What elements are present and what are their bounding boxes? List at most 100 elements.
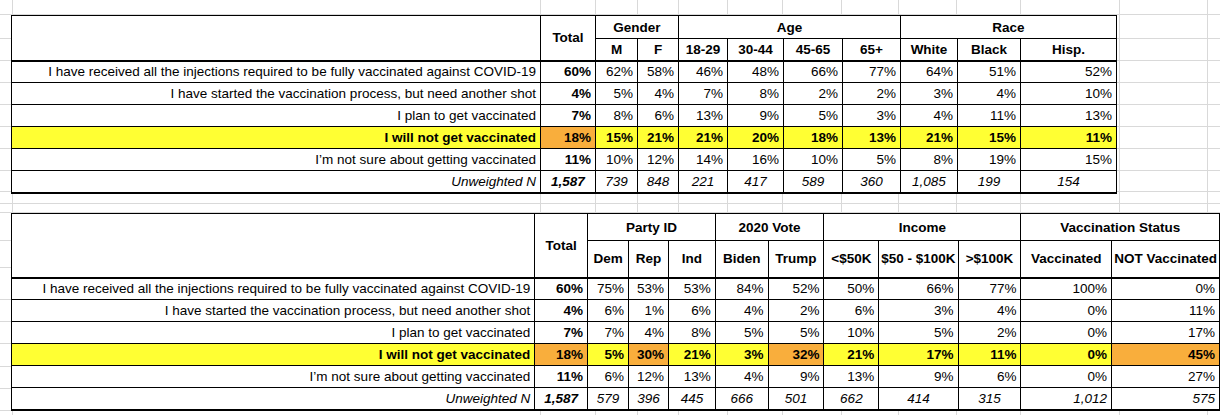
data-cell[interactable]: 53% — [628, 278, 668, 300]
data-cell[interactable]: 10% — [784, 149, 843, 171]
column-group-header[interactable]: Income — [824, 214, 1021, 241]
data-cell[interactable]: 5% — [843, 149, 901, 171]
data-cell[interactable]: 579 — [588, 388, 629, 410]
data-cell[interactable]: 2% — [784, 83, 843, 105]
data-cell[interactable]: 52% — [1021, 61, 1117, 83]
column-header[interactable]: Ind — [669, 241, 716, 278]
data-cell[interactable]: 7% — [588, 322, 629, 344]
data-cell[interactable]: 1% — [628, 300, 668, 322]
data-cell[interactable]: 6% — [958, 366, 1021, 388]
data-cell[interactable]: 4% — [958, 300, 1021, 322]
data-cell[interactable]: 6% — [824, 300, 879, 322]
data-cell[interactable]: 3% — [901, 83, 958, 105]
data-cell[interactable]: 9% — [768, 366, 824, 388]
data-cell[interactable]: 11% — [958, 344, 1021, 366]
data-cell[interactable]: 11% — [541, 149, 596, 171]
data-cell[interactable]: 77% — [958, 278, 1021, 300]
data-cell[interactable]: 5% — [879, 322, 958, 344]
data-cell[interactable]: 4% — [638, 83, 679, 105]
column-group-header[interactable]: 2020 Vote — [715, 214, 824, 241]
data-cell[interactable]: 5% — [784, 105, 843, 127]
data-cell[interactable]: 13% — [843, 127, 901, 149]
data-cell[interactable]: 12% — [638, 149, 679, 171]
data-cell[interactable]: 6% — [638, 105, 679, 127]
data-cell[interactable]: 848 — [638, 171, 679, 193]
data-cell[interactable]: 100% — [1021, 278, 1112, 300]
column-header[interactable]: 30-44 — [728, 39, 784, 61]
data-cell[interactable]: 396 — [628, 388, 668, 410]
column-header[interactable]: Biden — [715, 241, 768, 278]
data-cell[interactable]: 51% — [958, 61, 1021, 83]
data-cell[interactable]: 46% — [679, 61, 728, 83]
data-cell[interactable]: 64% — [901, 61, 958, 83]
data-cell[interactable]: 13% — [669, 366, 716, 388]
data-cell[interactable]: 9% — [728, 105, 784, 127]
column-header-total[interactable]: Total — [541, 16, 596, 61]
data-cell[interactable]: 4% — [535, 300, 588, 322]
data-cell[interactable]: 417 — [728, 171, 784, 193]
data-cell[interactable]: 17% — [879, 344, 958, 366]
data-cell[interactable]: 21% — [638, 127, 679, 149]
data-cell[interactable]: 60% — [541, 61, 596, 83]
column-group-header[interactable]: Gender — [596, 16, 679, 39]
data-cell[interactable]: 13% — [824, 366, 879, 388]
column-header[interactable]: 18-29 — [679, 39, 728, 61]
data-cell[interactable]: 6% — [669, 300, 716, 322]
column-header[interactable]: M — [596, 39, 638, 61]
data-cell[interactable]: 0% — [1112, 278, 1220, 300]
data-cell[interactable]: 10% — [596, 149, 638, 171]
data-cell[interactable]: 7% — [541, 105, 596, 127]
data-cell[interactable]: 32% — [768, 344, 824, 366]
row-label[interactable]: Unweighted N — [12, 171, 541, 193]
data-cell[interactable]: 445 — [669, 388, 716, 410]
data-cell[interactable]: 2% — [843, 83, 901, 105]
data-cell[interactable]: 18% — [535, 344, 588, 366]
data-cell[interactable]: 3% — [879, 300, 958, 322]
column-header[interactable]: F — [638, 39, 679, 61]
data-cell[interactable]: 16% — [728, 149, 784, 171]
column-header[interactable]: >$100K — [958, 241, 1021, 278]
data-cell[interactable]: 4% — [541, 83, 596, 105]
data-cell[interactable]: 11% — [1021, 127, 1117, 149]
row-label[interactable]: I have received all the injections requi… — [12, 278, 535, 300]
data-cell[interactable]: 4% — [715, 366, 768, 388]
data-cell[interactable]: 10% — [824, 322, 879, 344]
data-cell[interactable]: 30% — [628, 344, 668, 366]
data-cell[interactable]: 0% — [1021, 300, 1112, 322]
row-label[interactable]: I will not get vaccinated — [12, 127, 541, 149]
data-cell[interactable]: 221 — [679, 171, 728, 193]
data-cell[interactable]: 0% — [1021, 366, 1112, 388]
data-cell[interactable]: 62% — [596, 61, 638, 83]
data-cell[interactable]: 52% — [768, 278, 824, 300]
column-header[interactable]: 65+ — [843, 39, 901, 61]
data-cell[interactable]: 15% — [596, 127, 638, 149]
data-cell[interactable]: 315 — [958, 388, 1021, 410]
data-cell[interactable]: 10% — [1021, 83, 1117, 105]
data-cell[interactable]: 5% — [768, 322, 824, 344]
row-label[interactable]: I will not get vaccinated — [12, 344, 535, 366]
data-cell[interactable]: 18% — [784, 127, 843, 149]
data-cell[interactable]: 11% — [958, 105, 1021, 127]
row-label[interactable]: I plan to get vaccinated — [12, 105, 541, 127]
data-cell[interactable]: 666 — [715, 388, 768, 410]
data-cell[interactable]: 77% — [843, 61, 901, 83]
data-cell[interactable]: 501 — [768, 388, 824, 410]
column-header[interactable]: 45-65 — [784, 39, 843, 61]
data-cell[interactable]: 3% — [715, 344, 768, 366]
data-cell[interactable]: 1,012 — [1021, 388, 1112, 410]
data-cell[interactable]: 739 — [596, 171, 638, 193]
data-cell[interactable]: 45% — [1112, 344, 1220, 366]
data-cell[interactable]: 7% — [679, 83, 728, 105]
data-cell[interactable]: 12% — [628, 366, 668, 388]
column-header[interactable]: Vaccinated — [1021, 241, 1112, 278]
data-cell[interactable]: 15% — [1021, 149, 1117, 171]
data-cell[interactable]: 199 — [958, 171, 1021, 193]
data-cell[interactable]: 17% — [1112, 322, 1220, 344]
data-cell[interactable]: 21% — [824, 344, 879, 366]
data-cell[interactable]: 8% — [596, 105, 638, 127]
data-cell[interactable]: 360 — [843, 171, 901, 193]
column-header[interactable]: Black — [958, 39, 1021, 61]
data-cell[interactable]: 7% — [535, 322, 588, 344]
column-header[interactable]: $50 - $100K — [879, 241, 958, 278]
data-cell[interactable]: 6% — [588, 300, 629, 322]
